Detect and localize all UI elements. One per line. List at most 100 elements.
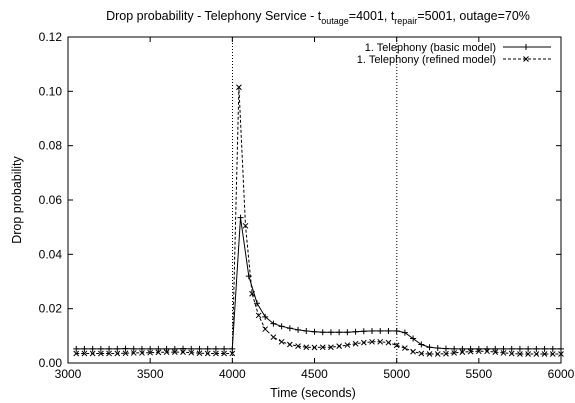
x-axis-label: Time (seconds) bbox=[270, 386, 356, 400]
data-point-refined bbox=[360, 339, 367, 346]
x-tick-label: 4500 bbox=[301, 367, 328, 381]
data-point-basic bbox=[525, 345, 532, 352]
data-point-refined bbox=[229, 350, 236, 357]
data-point-basic bbox=[237, 214, 244, 221]
data-point-refined bbox=[434, 351, 441, 357]
data-point-refined bbox=[377, 338, 384, 345]
data-point-refined bbox=[171, 349, 178, 355]
x-tick-label: 3000 bbox=[55, 367, 82, 381]
x-tick-label: 5500 bbox=[465, 367, 492, 381]
data-point-refined bbox=[236, 84, 242, 91]
data-point-refined bbox=[311, 344, 318, 351]
data-point-basic bbox=[459, 345, 466, 352]
legend: 1. Telephony (basic model) 1. Telephony … bbox=[357, 42, 551, 66]
data-point-basic bbox=[500, 345, 507, 352]
event-lines bbox=[231, 37, 398, 363]
data-point-basic bbox=[221, 345, 228, 352]
data-point-refined bbox=[278, 338, 285, 345]
data-point-refined bbox=[286, 341, 293, 348]
data-point-refined bbox=[180, 349, 186, 355]
data-point-basic bbox=[467, 345, 474, 352]
data-point-refined bbox=[459, 349, 466, 355]
data-point-basic bbox=[155, 345, 162, 352]
data-series bbox=[73, 84, 564, 357]
data-point-refined bbox=[517, 351, 523, 357]
data-point-basic bbox=[558, 345, 564, 352]
data-point-refined bbox=[492, 349, 499, 355]
data-point-refined bbox=[336, 343, 343, 350]
y-tick-label: 0.04 bbox=[39, 247, 63, 261]
data-point-refined bbox=[204, 350, 211, 357]
data-point-basic bbox=[516, 345, 523, 352]
y-axis-label: Drop probability bbox=[10, 155, 24, 243]
data-point-basic bbox=[508, 345, 515, 352]
data-point-refined bbox=[484, 348, 490, 355]
y-tick-label: 0.08 bbox=[39, 139, 63, 153]
axis-ticks bbox=[67, 36, 562, 364]
data-point-basic bbox=[73, 345, 80, 352]
data-point-refined bbox=[262, 326, 269, 332]
data-point-refined bbox=[255, 312, 262, 319]
data-point-basic bbox=[442, 345, 449, 352]
tick-labels: 3000 3500 4000 4500 5000 5500 6000 0.00 0.02 0.04… bbox=[39, 30, 575, 381]
data-point-basic bbox=[286, 325, 293, 332]
data-point-refined bbox=[221, 350, 227, 357]
data-point-refined bbox=[385, 339, 392, 346]
data-point-basic bbox=[171, 345, 178, 352]
data-point-basic bbox=[352, 328, 359, 335]
title-repair-value: =5001, outage=70% bbox=[417, 9, 530, 23]
legend-marker-refined bbox=[523, 56, 529, 62]
data-point-refined bbox=[525, 351, 531, 357]
data-point-refined bbox=[89, 350, 96, 357]
data-point-basic bbox=[401, 329, 408, 336]
x-tick-label: 4000 bbox=[219, 367, 246, 381]
data-point-basic bbox=[262, 313, 269, 320]
data-point-refined bbox=[196, 350, 203, 357]
data-point-basic bbox=[163, 345, 170, 352]
x-tick-label: 5000 bbox=[383, 367, 410, 381]
data-point-refined bbox=[402, 345, 408, 351]
data-point-basic bbox=[451, 345, 458, 352]
legend-label-refined: 1. Telephony (refined model) bbox=[357, 54, 496, 66]
data-point-refined bbox=[443, 350, 449, 357]
y-tick-label: 0.10 bbox=[39, 84, 63, 98]
data-point-basic bbox=[336, 329, 343, 336]
data-point-basic bbox=[410, 335, 417, 342]
title-prefix: Drop probability - Telephony Service - t bbox=[106, 9, 322, 23]
data-point-refined bbox=[533, 351, 540, 357]
data-point-refined bbox=[163, 349, 170, 355]
data-point-basic bbox=[138, 345, 145, 352]
data-point-basic bbox=[303, 327, 310, 334]
data-point-basic bbox=[180, 345, 187, 352]
data-point-refined bbox=[130, 350, 137, 356]
data-point-refined bbox=[508, 350, 515, 357]
data-point-refined bbox=[426, 351, 433, 357]
data-point-refined bbox=[541, 351, 548, 357]
data-point-refined bbox=[114, 350, 121, 357]
data-point-refined bbox=[155, 349, 162, 356]
data-point-refined bbox=[369, 338, 375, 345]
data-point-basic bbox=[385, 327, 392, 334]
data-point-refined bbox=[188, 349, 195, 356]
data-point-refined bbox=[303, 344, 310, 351]
data-point-basic bbox=[278, 323, 285, 330]
data-point-basic bbox=[377, 327, 384, 334]
title-outage-value: =4001, t bbox=[349, 9, 395, 23]
data-point-refined bbox=[147, 349, 154, 356]
data-point-refined bbox=[81, 350, 88, 357]
data-point-basic bbox=[418, 341, 425, 348]
data-point-basic bbox=[122, 345, 129, 352]
data-point-refined bbox=[549, 351, 556, 357]
data-point-refined bbox=[558, 351, 564, 357]
data-point-basic bbox=[253, 300, 260, 307]
data-point-basic bbox=[344, 329, 351, 336]
series-line-basic bbox=[76, 217, 561, 350]
data-point-basic bbox=[492, 345, 499, 352]
data-point-basic bbox=[360, 328, 367, 335]
data-point-basic bbox=[130, 345, 137, 352]
data-point-basic bbox=[549, 345, 556, 352]
data-point-refined bbox=[319, 344, 326, 351]
data-point-refined bbox=[213, 350, 219, 357]
data-point-basic bbox=[212, 345, 219, 352]
